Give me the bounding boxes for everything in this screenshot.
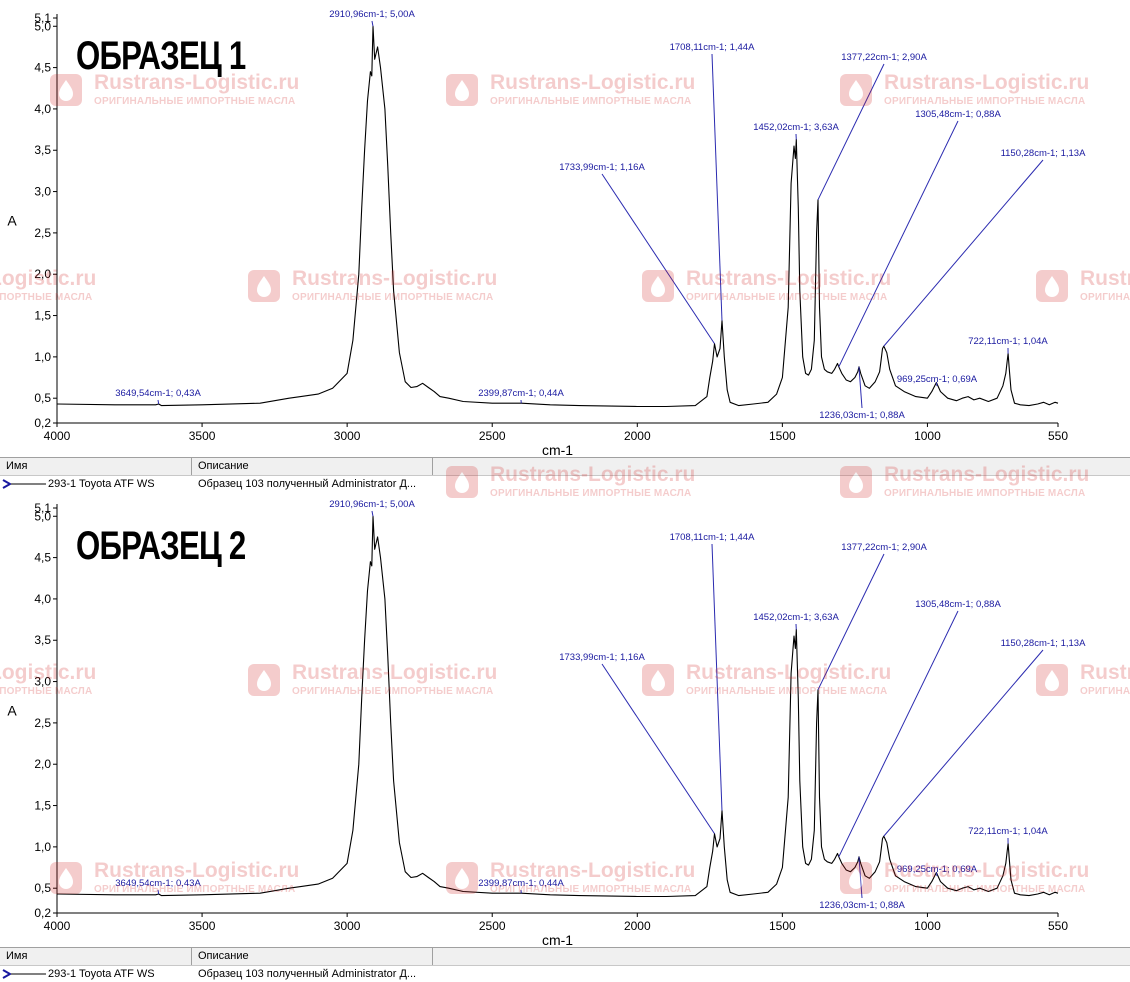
legend-header: Имя Описание	[0, 457, 1130, 476]
x-tick-label: 2500	[479, 919, 506, 933]
peak-label: 2399,87cm-1; 0,44A	[478, 388, 564, 399]
x-tick-label: 1500	[769, 919, 796, 933]
y-tick-label: 2,0	[34, 757, 51, 771]
legend-row[interactable]: 293-1 Toyota ATF WS Образец 103 полученн…	[0, 966, 1130, 982]
y-tick-label: 0,2	[34, 906, 51, 920]
series-line-marker-icon	[2, 968, 46, 980]
peak-label: 3649,54cm-1; 0,43A	[115, 878, 201, 889]
peak-label: 1305,48cm-1; 0,88A	[915, 599, 1001, 610]
x-tick-label: 3000	[334, 919, 361, 933]
peak-label: 1305,48cm-1; 0,88A	[915, 109, 1001, 120]
y-tick-label: 3,5	[34, 633, 51, 647]
peak-leader-line	[372, 21, 373, 26]
x-tick-label: 3000	[334, 429, 361, 443]
peak-label: 1452,02cm-1; 3,63A	[753, 612, 839, 623]
x-tick-label: 550	[1048, 429, 1068, 443]
y-tick-label: 0,5	[34, 881, 51, 895]
y-tick-label: 4,0	[34, 102, 51, 116]
peak-label: 1733,99cm-1; 1,16A	[559, 652, 645, 663]
x-tick-label: 2500	[479, 429, 506, 443]
x-tick-label: 2000	[624, 429, 651, 443]
peak-leader-line	[602, 664, 714, 834]
peak-leader-line	[712, 54, 722, 321]
x-axis-label: cm-1	[542, 932, 573, 947]
x-tick-label: 2000	[624, 919, 651, 933]
peak-label: 1377,22cm-1; 2,90A	[841, 542, 927, 553]
peak-label: 722,11cm-1; 1,04A	[968, 826, 1048, 837]
peak-label: 2399,87cm-1; 0,44A	[478, 878, 564, 889]
peak-label: 969,25cm-1; 0,69A	[897, 864, 978, 875]
peak-label: 722,11cm-1; 1,04A	[968, 336, 1048, 347]
legend-series-description: Образец 103 полученный Administrator Д..…	[198, 968, 416, 980]
peak-label: 1452,02cm-1; 3,63A	[753, 122, 839, 133]
y-axis-label: A	[7, 703, 17, 719]
peak-label: 2910,96cm-1; 5,00A	[329, 499, 415, 510]
y-tick-label: 1,0	[34, 840, 51, 854]
peak-label: 1236,03cm-1; 0,88A	[819, 410, 905, 421]
x-tick-label: 550	[1048, 919, 1068, 933]
y-tick-label: 2,5	[34, 226, 51, 240]
peak-leader-line	[158, 400, 159, 404]
legend-header: Имя Описание	[0, 947, 1130, 966]
x-tick-label: 1000	[914, 919, 941, 933]
peak-leader-line	[712, 544, 722, 811]
x-tick-label: 3500	[189, 429, 216, 443]
y-tick-label: 2,0	[34, 267, 51, 281]
y-tick-label: 1,5	[34, 309, 51, 323]
peak-label: 2910,96cm-1; 5,00A	[329, 9, 415, 20]
x-tick-label: 3500	[189, 919, 216, 933]
legend-series-name: 293-1 Toyota ATF WS	[48, 968, 155, 980]
y-tick-label: 3,0	[34, 185, 51, 199]
sample-title: ОБРАЗЕЦ 1	[76, 34, 245, 79]
legend-header-name[interactable]: Имя	[6, 950, 27, 962]
legend-header-description[interactable]: Описание	[198, 460, 249, 472]
y-tick-label: 4,5	[34, 61, 51, 75]
peak-label: 1150,28cm-1; 1,13A	[1001, 638, 1087, 649]
y-tick-label: 3,0	[34, 675, 51, 689]
peak-leader-line	[884, 650, 1043, 836]
y-tick-label: 3,5	[34, 143, 51, 157]
y-tick-label: 1,5	[34, 799, 51, 813]
spectrum-line	[57, 26, 1058, 406]
x-tick-label: 1500	[769, 429, 796, 443]
peak-annotations: 2910,96cm-1; 5,00A 1708,11cm-1; 1,44A 1377…	[115, 499, 1086, 911]
peak-leader-line	[602, 174, 714, 344]
peak-label: 1708,11cm-1; 1,44A	[670, 42, 756, 53]
peak-label: 1733,99cm-1; 1,16A	[559, 162, 645, 173]
peak-leader-line	[372, 511, 373, 516]
peak-label: 3649,54cm-1; 0,43A	[115, 388, 201, 399]
legend-header-description[interactable]: Описание	[198, 950, 249, 962]
peak-label: 969,25cm-1; 0,69A	[897, 374, 978, 385]
peak-annotations: 2910,96cm-1; 5,00A 1708,11cm-1; 1,44A 1377…	[115, 9, 1086, 421]
peak-leader-line	[884, 160, 1043, 346]
y-tick-label: 4,5	[34, 551, 51, 565]
sample-title: ОБРАЗЕЦ 2	[76, 524, 245, 569]
peak-label: 1236,03cm-1; 0,88A	[819, 900, 905, 911]
peak-leader-line	[158, 890, 159, 894]
legend-header-name[interactable]: Имя	[6, 460, 27, 472]
y-tick-label: 5,0	[34, 19, 51, 33]
x-tick-label: 4000	[44, 919, 71, 933]
y-tick-label: 2,5	[34, 716, 51, 730]
peak-leader-line	[839, 611, 958, 857]
legend-series-name: 293-1 Toyota ATF WS	[48, 478, 155, 490]
legend-series-description: Образец 103 полученный Administrator Д..…	[198, 478, 416, 490]
peak-label: 1150,28cm-1; 1,13A	[1001, 148, 1087, 159]
peak-leader-line	[839, 121, 958, 367]
y-tick-label: 0,5	[34, 391, 51, 405]
x-tick-label: 4000	[44, 429, 71, 443]
y-axis-label: A	[7, 213, 17, 229]
y-tick-label: 4,0	[34, 592, 51, 606]
x-axis-label: cm-1	[542, 442, 573, 457]
y-tick-label: 1,0	[34, 350, 51, 364]
spectrum-line	[57, 516, 1058, 896]
y-tick-label: 5,0	[34, 509, 51, 523]
y-tick-label: 0,2	[34, 416, 51, 430]
x-tick-label: 1000	[914, 429, 941, 443]
series-line-marker-icon	[2, 478, 46, 490]
peak-label: 1377,22cm-1; 2,90A	[841, 52, 927, 63]
peak-label: 1708,11cm-1; 1,44A	[670, 532, 756, 543]
